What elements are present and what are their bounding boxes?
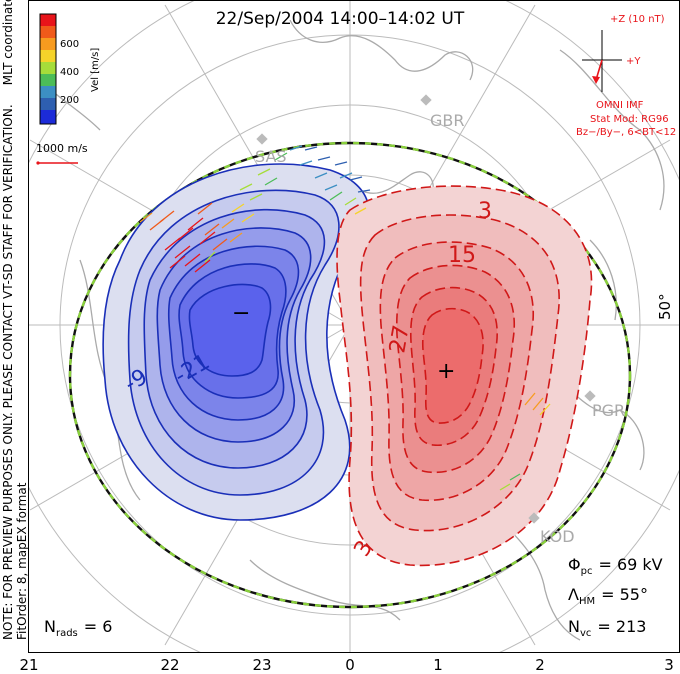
station-label-gbr: GBR: [430, 111, 465, 130]
stat-lambda-hm: ΛHM = 55°: [568, 585, 648, 607]
potential-min-marker: −: [232, 301, 250, 326]
colorbar-tick-400: 400: [60, 67, 79, 78]
imf-axis-z: +Z (10 nT): [610, 14, 665, 25]
velocity-colorbar: [39, 13, 57, 125]
svg-text:Nrads= 6: Nrads = 6: [44, 617, 112, 639]
stat-n-vc: Nvc = 213: [568, 617, 646, 639]
station-label-pgr: PGR: [592, 401, 625, 420]
colorbar-tick-600: 600: [60, 39, 79, 50]
station-label-kod: KOD: [540, 527, 575, 546]
imf-model: Stat Mod: RG96: [590, 114, 669, 125]
contour-neg-7: [188, 283, 272, 377]
map-title: 22/Sep/2004 14:00–14:02 UT: [216, 9, 465, 29]
positive-potential-cell: [336, 185, 593, 567]
preview-note: FitOrder: 8, mapEX format: [15, 482, 29, 640]
potential-max-marker: +: [437, 359, 455, 384]
colorbar-tick-200: 200: [60, 95, 79, 106]
contour-label-pos-3-top: 3: [478, 199, 492, 224]
mlt-tick-21: 21: [19, 656, 39, 674]
svg-text:ΛHM= 55°: ΛHM = 55°: [568, 585, 648, 607]
contour-pos-6: [421, 307, 484, 424]
contour-label-pos-27: 27: [385, 323, 414, 355]
svg-text:Nvc= 213: Nvc = 213: [568, 617, 646, 639]
stat-n-rads: Nrads = 6: [44, 617, 112, 639]
negative-potential-cell: [102, 163, 370, 521]
contour-label-pos-15: 15: [448, 243, 476, 268]
mlt-coordinates-label: MLT coordinates: [1, 0, 15, 86]
imf-source: OMNI IMF: [596, 100, 644, 111]
velocity-vectors: [139, 145, 551, 491]
mlt-tick-3: 3: [664, 656, 674, 674]
svg-text:Φpc= 69 kV: Φpc = 69 kV: [568, 555, 663, 577]
fit-order-note: FitOrder: 8, mapEX format: [15, 482, 29, 640]
mlt-tick-22: 22: [160, 656, 180, 674]
mlt-tick-23: 23: [252, 656, 272, 674]
latitude-label: 50°: [656, 293, 674, 320]
mlt-tick-0: 0: [345, 656, 355, 674]
imf-axis-y: +Y: [626, 56, 641, 67]
preview-warning-text: NOTE: FOR PREVIEW PURPOSES ONLY. PLEASE …: [1, 104, 15, 640]
mlt-tick-2: 2: [535, 656, 545, 674]
mlt-tick-1: 1: [433, 656, 443, 674]
stat-phi-pc: Φpc = 69 kV: [568, 555, 663, 577]
vector-scale-label: 1000 m/s: [36, 142, 88, 155]
colorbar-label: Vel [m/s]: [90, 48, 101, 92]
imf-condition: Bz−/By−, 6<BT<12: [576, 127, 676, 138]
preview-warning: NOTE: FOR PREVIEW PURPOSES ONLY. PLEASE …: [1, 0, 15, 640]
station-label-sas: SAS: [255, 147, 287, 166]
